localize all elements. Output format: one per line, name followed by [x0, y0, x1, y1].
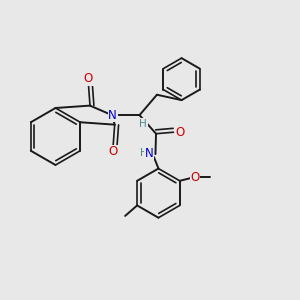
- Text: H: H: [140, 148, 147, 158]
- Text: O: O: [84, 72, 93, 85]
- Text: O: O: [190, 171, 200, 184]
- Text: O: O: [109, 145, 118, 158]
- Text: N: N: [108, 109, 117, 122]
- Text: N: N: [145, 147, 154, 160]
- Text: O: O: [176, 126, 185, 139]
- Text: H: H: [139, 118, 147, 128]
